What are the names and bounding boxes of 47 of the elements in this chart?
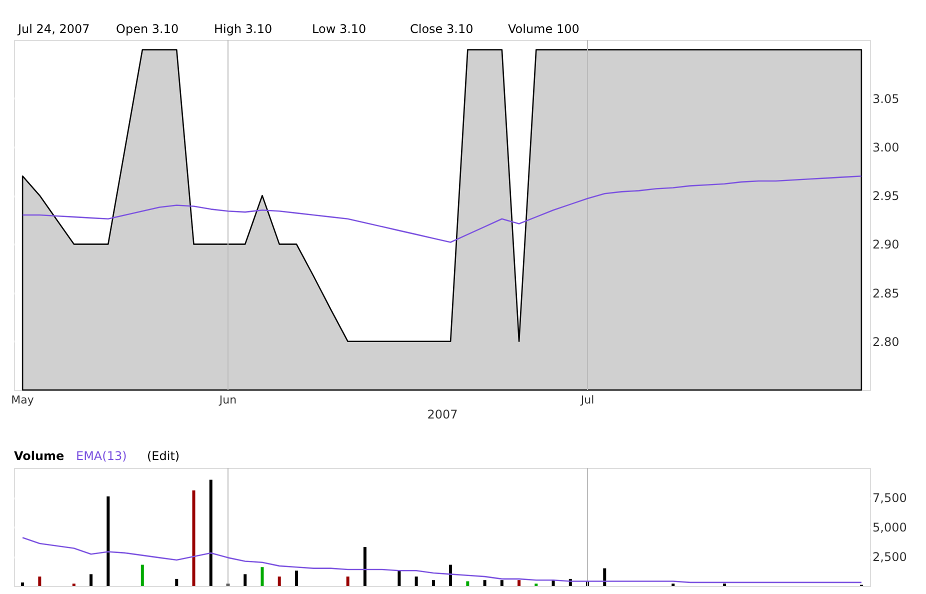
- line-series: [22, 536, 862, 584]
- y-tick-label: 2.95: [872, 189, 900, 204]
- x-tick-label: May: [11, 394, 34, 406]
- bar: [278, 576, 281, 586]
- text: Low 3.10: [312, 22, 366, 36]
- bar: [363, 547, 366, 586]
- text: EMA(13): [76, 449, 127, 463]
- bar: [603, 568, 606, 586]
- bar: [466, 581, 470, 586]
- bar: [518, 580, 521, 586]
- bar: [398, 570, 401, 586]
- bar: [449, 564, 452, 586]
- x-axis-title: 2007: [427, 408, 458, 422]
- bar: [244, 574, 247, 586]
- text: Volume: [14, 449, 64, 463]
- bar: [294, 570, 298, 586]
- bar: [106, 496, 110, 586]
- y-tick-label: 7,500: [872, 491, 907, 505]
- text: (Edit): [147, 449, 180, 463]
- bar: [414, 576, 418, 586]
- y-tick-label: 5,000: [872, 520, 907, 534]
- y-tick-label: 2.90: [872, 238, 900, 252]
- bar: [500, 580, 504, 586]
- x-tick-label: Jun: [218, 394, 237, 406]
- bar: [209, 480, 212, 586]
- text: Jul 24, 2007: [17, 22, 90, 36]
- bar: [38, 576, 42, 586]
- x-tick-label: Jul: [580, 394, 594, 406]
- bar: [432, 580, 435, 586]
- text: Close 3.10: [410, 22, 474, 36]
- text: High 3.10: [214, 22, 272, 36]
- bar: [192, 490, 196, 586]
- line-series: [22, 175, 862, 243]
- text: Open 3.10: [116, 22, 179, 36]
- y-tick-label: 2.80: [872, 334, 900, 349]
- y-tick-label: 2,500: [872, 550, 907, 564]
- bar: [260, 567, 264, 586]
- bar: [90, 574, 93, 586]
- text: Volume 100: [508, 22, 580, 36]
- bar: [346, 576, 350, 586]
- bar: [483, 580, 486, 586]
- y-tick-label: 3.00: [872, 140, 900, 154]
- bar: [175, 578, 178, 586]
- bar: [140, 564, 144, 586]
- y-tick-label: 2.85: [872, 286, 900, 300]
- bar: [21, 582, 24, 586]
- y-tick-label: 3.05: [872, 92, 900, 106]
